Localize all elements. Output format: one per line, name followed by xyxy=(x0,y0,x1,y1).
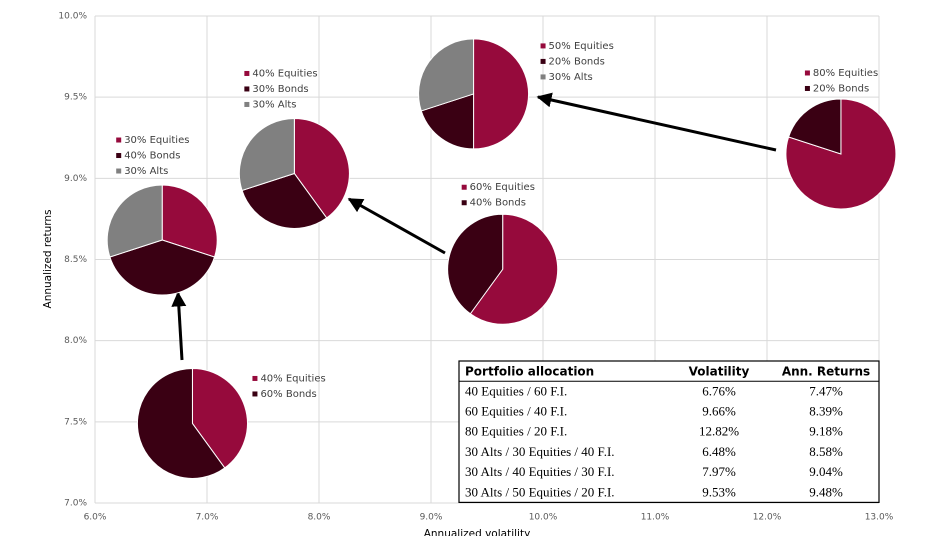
pie-slice xyxy=(787,98,842,155)
legend-swatch xyxy=(540,43,546,49)
table-cell: 8.39% xyxy=(809,403,843,418)
legend-swatch xyxy=(252,391,258,397)
pie-slice xyxy=(420,93,475,150)
x-tick-label: 9.0% xyxy=(420,513,443,523)
legend-label: 60% Equities xyxy=(470,182,535,193)
arrow xyxy=(171,291,187,361)
legend-swatch xyxy=(244,86,250,92)
pie-slice xyxy=(241,172,328,229)
legend-swatch xyxy=(804,85,810,91)
table-header: Ann. Returns xyxy=(782,365,870,379)
y-tick-label: 10.0% xyxy=(58,12,87,22)
table-cell: 9.18% xyxy=(809,424,843,439)
legend-label: 40% Bonds xyxy=(124,151,180,162)
y-tick-label: 7.0% xyxy=(64,499,87,509)
pies: 40% Equities 60% Bonds 60% Equities 40% Bon… xyxy=(106,38,897,479)
y-tick-label: 8.5% xyxy=(64,255,87,265)
legend-label: 40% Equities xyxy=(252,68,317,79)
arrow xyxy=(536,92,777,152)
y-tick-label: 8.0% xyxy=(64,336,87,346)
legend-swatch xyxy=(540,74,546,80)
pie: 30% Equities 40% Bonds 30% Alts xyxy=(106,135,218,296)
legend-swatch xyxy=(244,70,250,76)
table-cell: 9.66% xyxy=(702,403,736,418)
legend-swatch xyxy=(116,153,122,159)
pie-slice xyxy=(136,367,226,479)
legend-swatch xyxy=(252,375,258,381)
pie-slice xyxy=(447,213,504,315)
legend-label: 30% Bonds xyxy=(252,84,308,95)
table-cell: 6.48% xyxy=(702,444,736,459)
table-header: Volatility xyxy=(689,365,750,379)
legend-swatch xyxy=(244,101,250,107)
legend-label: 20% Bonds xyxy=(813,83,869,94)
arrow xyxy=(347,197,446,255)
x-tick-label: 11.0% xyxy=(641,513,670,523)
legend-label: 20% Bonds xyxy=(549,56,605,67)
table: Portfolio allocation Volatility Ann. Retur… xyxy=(458,360,880,503)
pie-slice xyxy=(293,117,350,219)
legend-label: 30% Alts xyxy=(124,166,168,177)
legend-swatch xyxy=(540,58,546,64)
pie: 80% Equities 20% Bonds xyxy=(785,68,897,210)
table-cell: 30 Alts / 30 Equities / 40 F.I. xyxy=(465,444,615,459)
legend-label: 40% Equities xyxy=(260,373,325,384)
pie: 60% Equities 40% Bonds xyxy=(447,182,559,325)
pie-slice xyxy=(473,38,530,150)
table-cell: 12.82% xyxy=(699,424,739,439)
table-cell: 7.97% xyxy=(702,464,736,479)
legend-label: 30% Equities xyxy=(124,135,189,146)
x-axis-title: Annualized volatility xyxy=(424,528,531,536)
pie-slice xyxy=(191,367,248,469)
y-tick-label: 9.0% xyxy=(64,174,87,184)
legend-swatch xyxy=(461,200,467,206)
table-cell: 80 Equities / 20 F.I. xyxy=(465,424,567,439)
legend-swatch xyxy=(116,137,122,143)
table-cell: 6.76% xyxy=(702,383,736,398)
legend-label: 30% Alts xyxy=(549,72,593,83)
arrows xyxy=(171,92,777,361)
legend-swatch xyxy=(461,184,467,190)
pie-slice xyxy=(238,117,295,192)
legend-label: 80% Equities xyxy=(813,68,878,79)
pie-slice xyxy=(109,239,216,296)
legend-swatch xyxy=(116,168,122,174)
legend-label: 40% Bonds xyxy=(470,198,526,209)
pie-slice xyxy=(418,38,475,112)
pie-slice xyxy=(469,213,559,325)
table-cell: 30 Alts / 50 Equities / 20 F.I. xyxy=(465,484,615,499)
x-tick-label: 13.0% xyxy=(865,513,894,523)
table-cell: 8.58% xyxy=(809,444,843,459)
table-cell: 9.53% xyxy=(702,484,736,499)
table-cell: 9.48% xyxy=(809,484,843,499)
pie-slice xyxy=(106,184,163,258)
table-header: Portfolio allocation xyxy=(465,365,594,379)
pie-slice xyxy=(161,184,218,258)
legend-label: 30% Alts xyxy=(252,99,296,110)
x-tick-label: 8.0% xyxy=(308,513,331,523)
table-frame xyxy=(458,360,880,503)
x-tick-label: 6.0% xyxy=(84,513,107,523)
legend-swatch xyxy=(804,70,810,76)
x-tick-label: 10.0% xyxy=(529,513,558,523)
table-cell: 60 Equities / 40 F.I. xyxy=(465,403,567,418)
x-tick-label: 7.0% xyxy=(196,513,219,523)
legend-label: 60% Bonds xyxy=(260,389,316,400)
pie: 40% Equities 60% Bonds xyxy=(136,367,326,479)
y-tick-label: 7.5% xyxy=(64,417,87,427)
y-tick-label: 9.5% xyxy=(64,93,87,103)
table-cell: 7.47% xyxy=(809,383,843,398)
table-cell: 9.04% xyxy=(809,464,843,479)
table-cell: 30 Alts / 40 Equities / 30 F.I. xyxy=(465,464,615,479)
pie: 40% Equities 30% Bonds 30% Alts xyxy=(238,68,350,229)
legend-label: 50% Equities xyxy=(549,41,614,52)
y-axis-title: Annualized returns xyxy=(42,210,54,309)
table-cell: 40 Equities / 60 F.I. xyxy=(465,383,567,398)
x-tick-label: 12.0% xyxy=(753,513,782,523)
pie: 50% Equities 20% Bonds 30% Alts xyxy=(418,38,614,150)
